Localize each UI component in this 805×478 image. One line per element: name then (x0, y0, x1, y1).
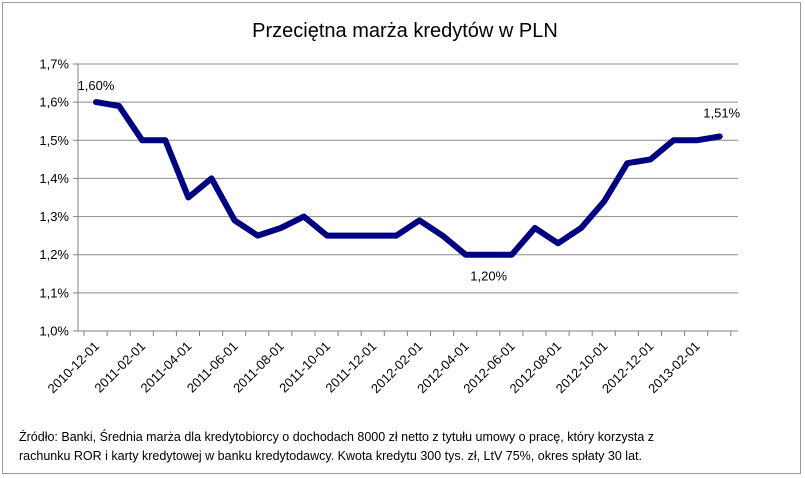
data-point (234, 219, 236, 221)
data-point (719, 135, 721, 137)
data-point (649, 158, 651, 160)
x-axis-ticks: 2010-12-012011-02-012011-04-012011-06-01… (44, 339, 702, 397)
y-tick-label: 1,3% (39, 209, 69, 224)
source-note: Źródło: Banki, Średnia marża dla kredyto… (19, 428, 789, 466)
y-tick-label: 1,2% (39, 247, 69, 262)
data-point (442, 235, 443, 237)
data-point (511, 254, 513, 256)
data-point (257, 235, 259, 237)
y-tick-label: 1,5% (39, 133, 69, 148)
data-point (372, 235, 374, 237)
data-label: 1,20% (470, 269, 507, 284)
data-point (141, 139, 143, 141)
data-point (603, 200, 605, 202)
gridlines (78, 63, 738, 294)
y-tick-label: 1,0% (39, 324, 69, 339)
data-point (326, 235, 328, 237)
data-point (164, 139, 166, 141)
data-label: 1,60% (78, 78, 115, 93)
data-point (395, 235, 397, 237)
data-point (95, 101, 97, 103)
series-line (93, 99, 723, 258)
chart-title: Przeciętna marża kredytów w PLN (252, 20, 558, 42)
series-layer (93, 99, 723, 258)
data-point (187, 197, 189, 198)
data-point (626, 162, 628, 164)
y-tick-label: 1,7% (39, 57, 69, 72)
y-axis-ticks: 1,0% 1,1% 1,2% 1,3% 1,4% 1,5% 1,6% 1,7% (39, 57, 69, 339)
data-point (280, 227, 282, 229)
data-point (118, 105, 120, 107)
data-point (696, 139, 698, 141)
data-point (580, 227, 582, 229)
data-point (673, 139, 674, 141)
data-label: 1,51% (703, 105, 740, 120)
y-tick-label: 1,1% (39, 285, 69, 300)
y-tick-label: 1,6% (39, 95, 69, 110)
data-point (303, 216, 305, 218)
data-point (465, 254, 467, 256)
data-point (488, 254, 490, 256)
data-point (349, 235, 351, 237)
data-point (557, 242, 559, 244)
source-line-1: Źródło: Banki, Średnia marża dla kredyto… (19, 430, 655, 444)
data-point (211, 177, 212, 179)
axes (73, 63, 738, 336)
source-line-2: rachunku ROR i karty kredytowej w banku … (19, 449, 642, 463)
data-labels: 1,60% 1,20% 1,51% (78, 78, 741, 284)
data-point (534, 227, 536, 229)
data-point (418, 219, 420, 221)
y-tick-label: 1,4% (39, 171, 69, 186)
